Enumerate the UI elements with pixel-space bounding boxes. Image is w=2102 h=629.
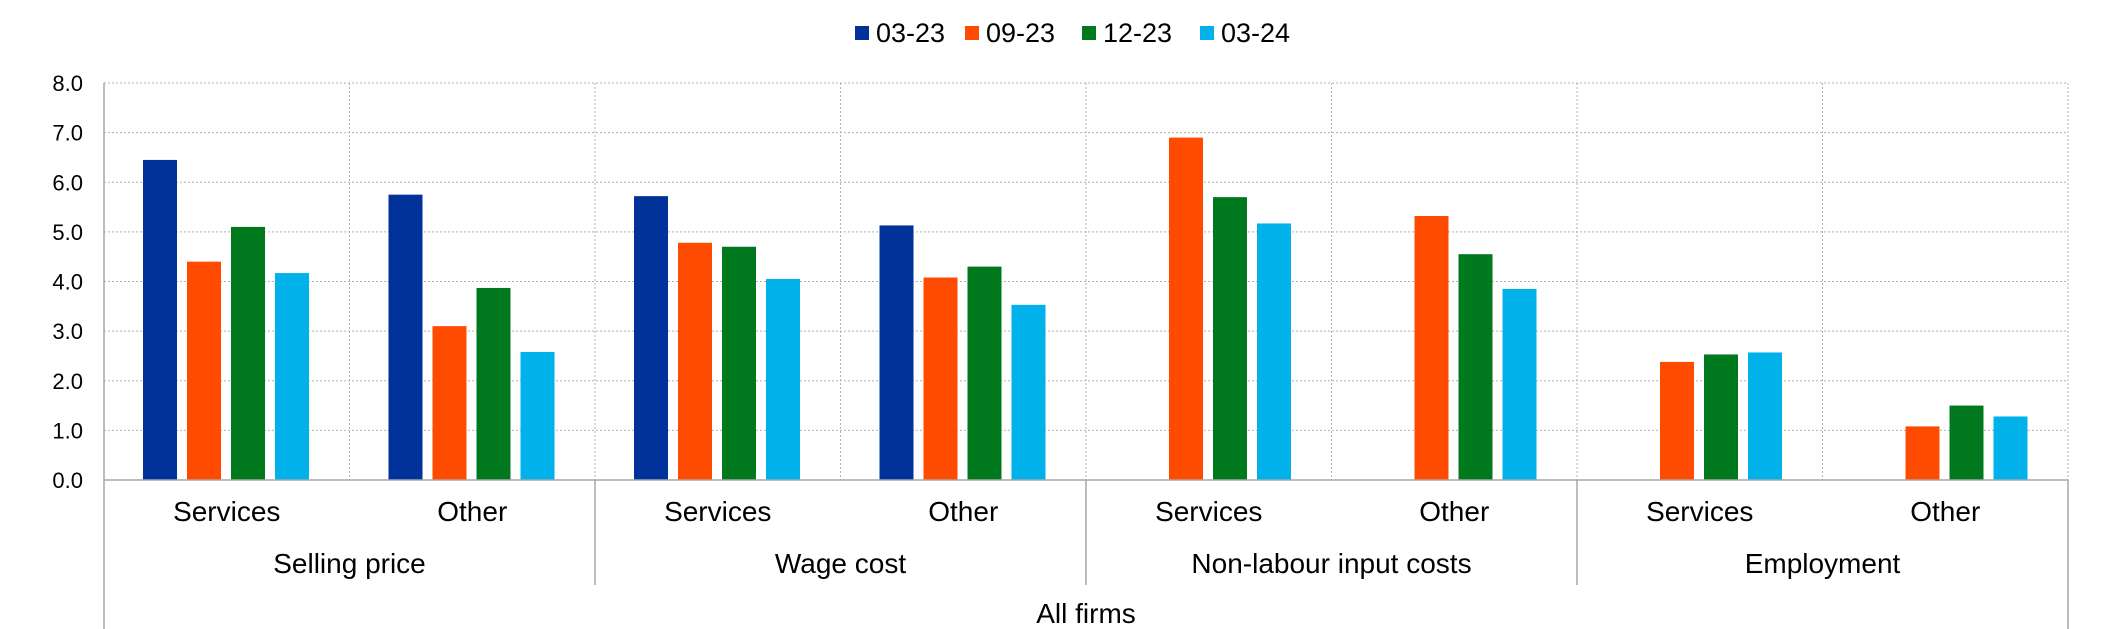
bar	[275, 273, 309, 480]
bar	[678, 242, 712, 480]
x-axis-labels: Services Other Services Other Services Other S…	[173, 496, 1980, 629]
bar	[766, 279, 800, 480]
bar	[1458, 254, 1493, 480]
bar	[1502, 288, 1537, 480]
legend: 03-23 09-23 12-23 03-24	[855, 18, 1290, 48]
bar	[520, 351, 555, 480]
y-tick-label: 1.0	[52, 418, 83, 443]
bars	[143, 137, 2028, 480]
y-tick-label: 2.0	[52, 369, 83, 394]
y-tick-label: 0.0	[52, 468, 83, 493]
x-category-label: Services	[1646, 496, 1753, 527]
bar	[634, 196, 668, 480]
bar	[1949, 405, 1984, 480]
bar	[476, 287, 511, 480]
x-category-label: Services	[173, 496, 280, 527]
bar	[1748, 352, 1782, 480]
bar	[1414, 215, 1449, 480]
x-top-group-label: All firms	[1036, 598, 1136, 629]
legend-label: 03-24	[1221, 18, 1290, 48]
bar	[388, 194, 423, 480]
x-category-label: Other	[1910, 496, 1980, 527]
bar	[879, 225, 914, 480]
bar	[1905, 426, 1940, 480]
legend-swatch	[965, 26, 979, 40]
axes	[103, 83, 2069, 629]
y-tick-labels: 0.0 1.0 2.0 3.0 4.0 5.0 6.0 7.0 8.0	[52, 71, 83, 493]
y-tick-label: 7.0	[52, 121, 83, 146]
legend-label: 09-23	[986, 18, 1055, 48]
gridlines	[104, 82, 2069, 480]
x-category-label: Other	[1419, 496, 1489, 527]
x-category-label: Services	[664, 496, 771, 527]
bar	[1213, 197, 1247, 480]
x-group-label: Wage cost	[775, 548, 906, 579]
legend-swatch	[1082, 26, 1096, 40]
legend-label: 12-23	[1103, 18, 1172, 48]
x-group-label: Selling price	[273, 548, 426, 579]
legend-swatch	[855, 26, 869, 40]
y-tick-label: 3.0	[52, 319, 83, 344]
bar	[1169, 137, 1203, 480]
bar	[231, 226, 265, 480]
bar	[1257, 223, 1291, 480]
y-tick-label: 5.0	[52, 220, 83, 245]
y-tick-label: 4.0	[52, 270, 83, 295]
x-group-label: Employment	[1745, 548, 1901, 579]
bar	[187, 261, 221, 480]
legend-label: 03-23	[876, 18, 945, 48]
x-category-label: Other	[928, 496, 998, 527]
bar	[967, 266, 1002, 480]
y-tick-label: 6.0	[52, 170, 83, 195]
bar	[722, 246, 756, 480]
legend-swatch	[1200, 26, 1214, 40]
bar	[1011, 304, 1046, 480]
bar	[432, 326, 467, 480]
bar	[1993, 416, 2028, 480]
x-category-label: Services	[1155, 496, 1262, 527]
x-group-label: Non-labour input costs	[1191, 548, 1471, 579]
y-tick-label: 8.0	[52, 71, 83, 96]
x-category-label: Other	[437, 496, 507, 527]
bar	[143, 159, 177, 480]
bar	[923, 277, 958, 480]
bar	[1660, 361, 1694, 480]
bar	[1704, 354, 1738, 480]
